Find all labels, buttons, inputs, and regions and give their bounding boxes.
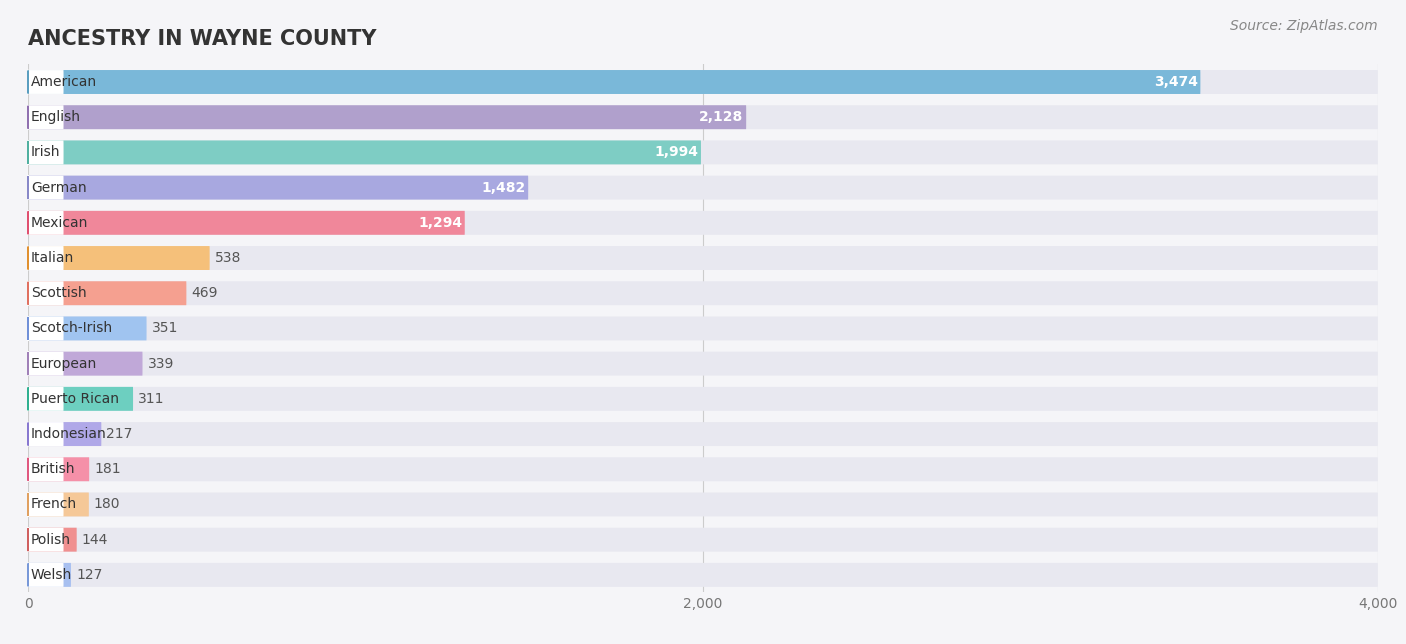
FancyBboxPatch shape: [28, 563, 63, 587]
Text: 469: 469: [191, 286, 218, 300]
Text: 339: 339: [148, 357, 174, 371]
FancyBboxPatch shape: [28, 527, 77, 552]
FancyBboxPatch shape: [28, 211, 465, 235]
FancyBboxPatch shape: [28, 105, 63, 129]
FancyBboxPatch shape: [28, 176, 529, 200]
FancyBboxPatch shape: [28, 105, 1378, 129]
Text: 1,482: 1,482: [481, 180, 526, 194]
Text: English: English: [31, 110, 82, 124]
FancyBboxPatch shape: [28, 246, 1378, 270]
Text: 351: 351: [152, 321, 179, 336]
FancyBboxPatch shape: [28, 387, 1378, 411]
FancyBboxPatch shape: [28, 352, 1378, 375]
FancyBboxPatch shape: [28, 316, 146, 341]
Text: Italian: Italian: [31, 251, 75, 265]
Text: European: European: [31, 357, 97, 371]
Text: 1,294: 1,294: [418, 216, 463, 230]
FancyBboxPatch shape: [28, 457, 89, 481]
FancyBboxPatch shape: [28, 563, 1378, 587]
Text: French: French: [31, 497, 77, 511]
FancyBboxPatch shape: [28, 70, 63, 94]
FancyBboxPatch shape: [28, 211, 1378, 235]
Text: Puerto Rican: Puerto Rican: [31, 392, 120, 406]
Text: 3,474: 3,474: [1154, 75, 1198, 89]
Text: Indonesian: Indonesian: [31, 427, 107, 441]
FancyBboxPatch shape: [28, 352, 142, 375]
Text: Scotch-Irish: Scotch-Irish: [31, 321, 112, 336]
Text: 1,994: 1,994: [654, 146, 699, 160]
Text: 181: 181: [94, 462, 121, 477]
Text: 127: 127: [76, 568, 103, 582]
Text: British: British: [31, 462, 76, 477]
FancyBboxPatch shape: [28, 316, 63, 341]
FancyBboxPatch shape: [28, 281, 1378, 305]
Text: ANCESTRY IN WAYNE COUNTY: ANCESTRY IN WAYNE COUNTY: [28, 29, 377, 49]
FancyBboxPatch shape: [28, 70, 1378, 94]
FancyBboxPatch shape: [28, 387, 134, 411]
FancyBboxPatch shape: [28, 105, 747, 129]
Text: 538: 538: [215, 251, 240, 265]
FancyBboxPatch shape: [28, 422, 1378, 446]
FancyBboxPatch shape: [28, 493, 89, 516]
FancyBboxPatch shape: [28, 493, 1378, 516]
Text: 144: 144: [82, 533, 108, 547]
Text: German: German: [31, 180, 87, 194]
FancyBboxPatch shape: [28, 211, 63, 235]
Text: Mexican: Mexican: [31, 216, 89, 230]
Text: Irish: Irish: [31, 146, 60, 160]
FancyBboxPatch shape: [28, 140, 63, 164]
Text: Source: ZipAtlas.com: Source: ZipAtlas.com: [1230, 19, 1378, 33]
FancyBboxPatch shape: [28, 176, 63, 200]
Text: 180: 180: [94, 497, 121, 511]
FancyBboxPatch shape: [28, 281, 187, 305]
FancyBboxPatch shape: [28, 527, 1378, 552]
FancyBboxPatch shape: [28, 527, 63, 552]
FancyBboxPatch shape: [28, 422, 63, 446]
FancyBboxPatch shape: [28, 493, 63, 516]
Text: Welsh: Welsh: [31, 568, 72, 582]
Text: American: American: [31, 75, 97, 89]
FancyBboxPatch shape: [28, 352, 63, 375]
Text: 217: 217: [107, 427, 132, 441]
FancyBboxPatch shape: [28, 176, 1378, 200]
Text: 311: 311: [138, 392, 165, 406]
FancyBboxPatch shape: [28, 281, 63, 305]
FancyBboxPatch shape: [28, 140, 1378, 164]
FancyBboxPatch shape: [28, 246, 63, 270]
FancyBboxPatch shape: [28, 246, 209, 270]
FancyBboxPatch shape: [28, 422, 101, 446]
Text: Scottish: Scottish: [31, 286, 87, 300]
FancyBboxPatch shape: [28, 316, 1378, 341]
FancyBboxPatch shape: [28, 457, 63, 481]
FancyBboxPatch shape: [28, 140, 702, 164]
FancyBboxPatch shape: [28, 70, 1201, 94]
Text: Polish: Polish: [31, 533, 70, 547]
FancyBboxPatch shape: [28, 563, 70, 587]
Text: 2,128: 2,128: [699, 110, 744, 124]
FancyBboxPatch shape: [28, 387, 63, 411]
FancyBboxPatch shape: [28, 457, 1378, 481]
